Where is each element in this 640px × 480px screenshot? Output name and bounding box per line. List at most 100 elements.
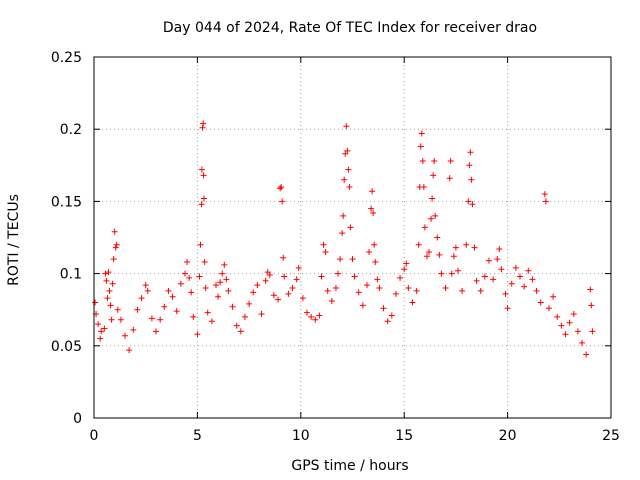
data-point	[223, 276, 230, 283]
data-point	[371, 241, 378, 248]
data-point	[299, 295, 306, 302]
data-point	[366, 248, 373, 255]
data-point	[126, 347, 133, 354]
data-point	[494, 256, 501, 263]
data-point	[278, 183, 285, 190]
data-point	[165, 287, 172, 294]
y-axis-label: ROTI / TECUs	[6, 194, 22, 286]
data-point	[428, 215, 435, 222]
data-point	[359, 302, 366, 309]
data-point	[233, 322, 240, 329]
data-point	[447, 157, 454, 164]
data-point	[161, 303, 168, 310]
data-point	[153, 328, 160, 335]
data-point	[341, 176, 348, 183]
data-point	[266, 272, 273, 279]
data-point	[349, 256, 356, 263]
data-point	[413, 287, 420, 294]
data-point	[473, 277, 480, 284]
x-tick-label: 0	[90, 428, 99, 444]
data-point	[405, 285, 412, 292]
data-point	[370, 209, 377, 216]
data-point	[521, 283, 528, 290]
data-point	[529, 276, 536, 283]
data-point	[258, 311, 265, 318]
data-point	[105, 269, 112, 276]
data-point	[498, 266, 505, 273]
chart-title: Day 044 of 2024, Rate Of TEC Index for r…	[163, 20, 537, 36]
data-point	[202, 285, 209, 292]
data-point	[177, 280, 184, 287]
data-point	[103, 277, 110, 284]
data-point	[198, 166, 205, 173]
data-point	[102, 270, 109, 277]
data-point	[198, 201, 205, 208]
data-points	[92, 120, 596, 358]
data-point	[430, 172, 437, 179]
data-point	[468, 176, 475, 183]
data-point	[432, 212, 439, 219]
data-point	[114, 306, 121, 313]
data-point	[225, 287, 232, 294]
data-point	[113, 241, 120, 248]
data-point	[285, 290, 292, 297]
data-point	[388, 312, 395, 319]
data-point	[134, 306, 141, 313]
data-point	[587, 286, 594, 293]
data-point	[347, 224, 354, 231]
data-point	[384, 318, 391, 325]
data-point	[108, 316, 115, 323]
data-point	[201, 259, 208, 266]
data-point	[438, 270, 445, 277]
data-point	[157, 316, 164, 323]
data-point	[558, 322, 565, 329]
data-point	[237, 328, 244, 335]
data-point	[448, 270, 455, 277]
data-point	[420, 183, 427, 190]
data-point	[496, 246, 503, 253]
data-point	[312, 316, 319, 323]
data-point	[328, 298, 335, 305]
data-point	[392, 290, 399, 297]
data-point	[98, 328, 105, 335]
data-point	[188, 289, 195, 296]
data-point	[469, 201, 476, 208]
data-point	[335, 270, 342, 277]
data-point	[409, 299, 416, 306]
data-point	[318, 273, 325, 280]
data-point	[277, 185, 284, 192]
data-point	[463, 241, 470, 248]
data-point	[201, 195, 208, 202]
data-point	[344, 147, 351, 154]
data-point	[97, 335, 104, 342]
data-point	[104, 295, 111, 302]
data-point	[254, 282, 261, 289]
data-point	[181, 270, 188, 277]
data-point	[355, 289, 362, 296]
data-point	[583, 351, 590, 358]
data-point	[417, 143, 424, 150]
data-point	[579, 339, 586, 346]
data-point	[454, 267, 461, 274]
data-point	[374, 276, 381, 283]
data-point	[95, 321, 102, 328]
data-point	[542, 198, 549, 205]
data-point	[504, 305, 511, 312]
data-point	[397, 274, 404, 281]
data-point	[415, 241, 422, 248]
data-point	[465, 198, 472, 205]
data-point	[217, 279, 224, 286]
y-tick-label: 0.05	[51, 339, 82, 355]
data-point	[431, 157, 438, 164]
data-point	[340, 212, 347, 219]
data-point	[144, 287, 151, 294]
data-point	[339, 230, 346, 237]
data-point	[173, 308, 180, 315]
data-point	[322, 248, 329, 255]
data-point	[426, 248, 433, 255]
data-point	[369, 188, 376, 195]
data-point	[196, 273, 203, 280]
data-point	[250, 289, 257, 296]
data-point	[337, 256, 344, 263]
y-tick-label: 0.15	[51, 194, 82, 210]
